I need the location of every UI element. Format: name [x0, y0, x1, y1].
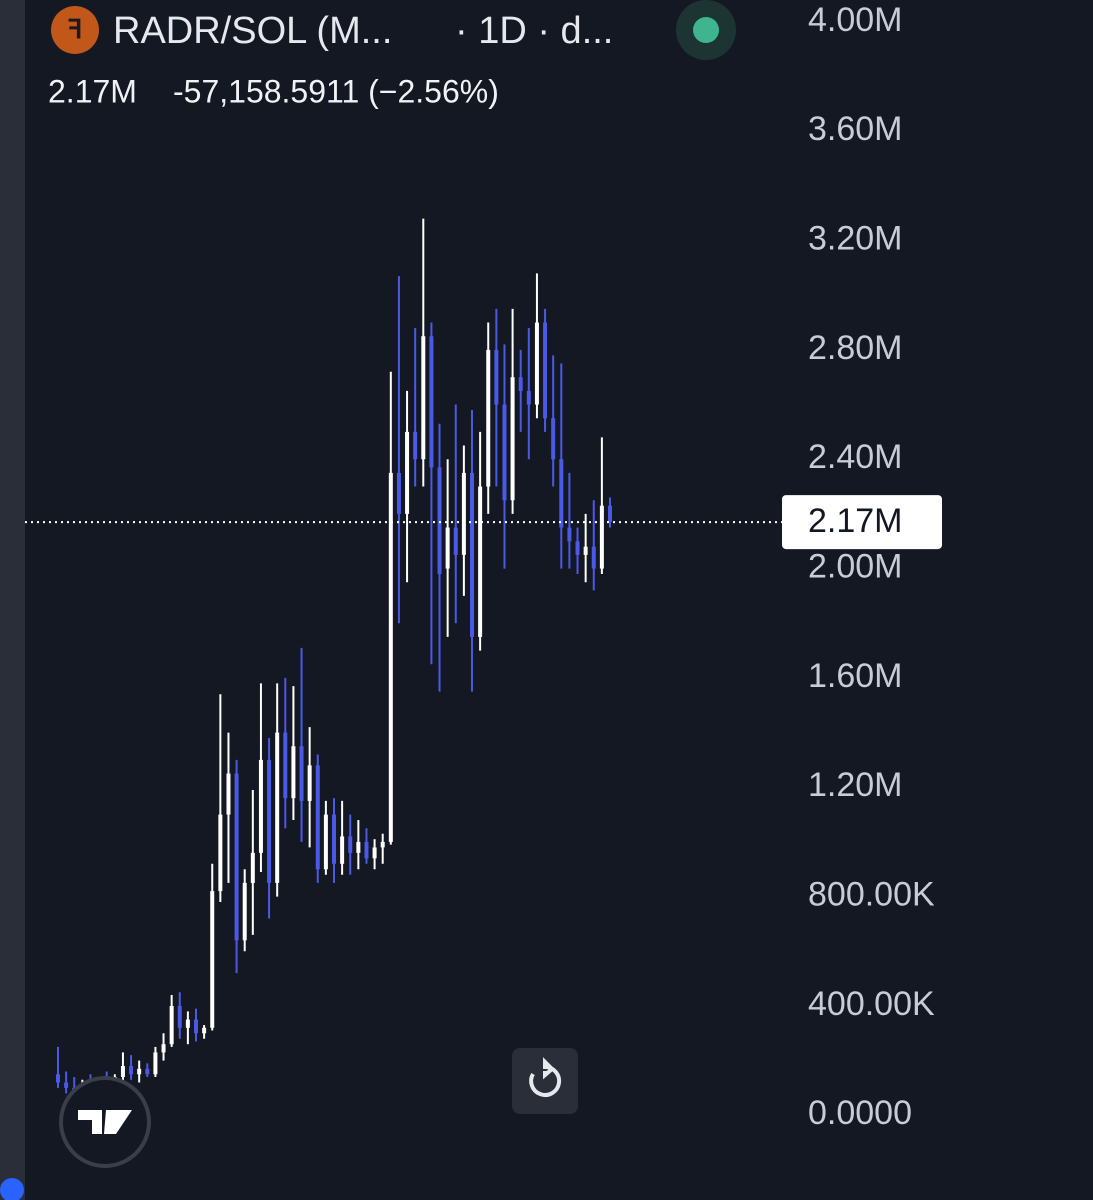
candle-body: [356, 841, 361, 853]
candle-body: [315, 765, 320, 870]
candle-body: [64, 1082, 69, 1088]
candle-body: [145, 1068, 150, 1075]
candle-body: [518, 377, 523, 391]
candle-body: [608, 505, 612, 523]
candle-body: [323, 814, 328, 870]
reset-icon: [529, 1057, 562, 1097]
candle-body: [599, 505, 604, 569]
candle-body: [210, 891, 215, 1028]
y-tick-label: 0.0000: [808, 1094, 912, 1132]
candle-body: [250, 852, 255, 883]
change: -57,158.5911 (−2.56%): [173, 73, 499, 109]
candle-body: [526, 390, 531, 405]
candle-body: [177, 1005, 182, 1028]
last-price-box: [782, 495, 942, 550]
candle-body: [56, 1074, 60, 1083]
y-tick-label: 400.00K: [808, 985, 935, 1023]
token-logo-glyph: ꟻ: [68, 14, 83, 44]
token-logo: [51, 6, 99, 54]
candle-body: [129, 1066, 134, 1075]
reset-button[interactable]: [512, 1048, 578, 1114]
candle-body: [234, 773, 239, 941]
candle-body: [226, 773, 231, 815]
candle-body: [194, 1019, 198, 1034]
y-tick-label: 2.40M: [808, 438, 903, 476]
candle-body: [283, 732, 288, 799]
symbol: RADR/SOL (M...: [113, 10, 392, 52]
candle-body: [429, 336, 434, 468]
candle-body: [332, 814, 336, 864]
candle-body: [421, 336, 426, 460]
candle-body: [445, 527, 450, 569]
y-tick-label: 2.80M: [808, 329, 903, 367]
candle-body: [470, 472, 474, 637]
candle-body: [153, 1052, 158, 1075]
y-tick-label: 3.20M: [808, 220, 903, 258]
candle-body: [591, 546, 596, 569]
candle-body: [137, 1068, 142, 1075]
plot: 0.0000 400.00K 800.00K 1.20M 1.60M 2.00M 2.40M…: [25, 1, 942, 1132]
candle-body: [551, 418, 556, 460]
candle-body: [583, 546, 588, 555]
candle-body: [405, 431, 410, 514]
candle-body: [437, 467, 442, 575]
candle-body: [388, 472, 393, 842]
y-tick-label: 1.60M: [808, 657, 903, 695]
status-dot: [693, 17, 719, 43]
candle-body: [534, 322, 539, 405]
candle-body: [486, 349, 491, 487]
y-tick-label: 2.00M: [808, 548, 903, 586]
y-tick-label: 800.00K: [808, 876, 935, 914]
candle-body: [340, 836, 345, 864]
candle-body: [510, 377, 515, 501]
scroll-indicator: [0, 1178, 24, 1200]
candle-body: [559, 459, 564, 528]
y-tick-label: 1.20M: [808, 766, 903, 804]
candle-body: [461, 472, 466, 555]
candle-body: [372, 847, 377, 859]
candle-body: [120, 1066, 125, 1077]
candle-body: [364, 841, 369, 859]
candle-body: [161, 1044, 166, 1053]
side-strip: [0, 0, 25, 1200]
candle-body: [242, 882, 247, 941]
candle-body: [218, 814, 223, 892]
interval: · 1D · d...: [455, 10, 613, 52]
candle-body: [267, 759, 272, 883]
candle-body: [494, 349, 499, 405]
last-value: 2.17M: [48, 73, 137, 109]
candle-body: [575, 541, 580, 555]
candle-body: [185, 1019, 190, 1028]
candle-body: [348, 836, 353, 853]
candle-body: [502, 404, 507, 501]
candle-body: [567, 527, 572, 542]
tv-logo-mark: [78, 1110, 132, 1134]
candle-body: [258, 759, 263, 853]
candle-body: [453, 527, 458, 555]
last-price-label: 2.17M: [808, 502, 903, 540]
candle-body: [275, 732, 280, 883]
candle-body: [299, 746, 304, 801]
candle-body: [291, 746, 296, 799]
candle-body: [396, 472, 401, 514]
y-tick-label: 4.00M: [808, 1, 903, 39]
candle-body: [543, 322, 548, 419]
candle-body: [380, 841, 385, 848]
candle-body: [202, 1027, 207, 1034]
candle-body: [169, 1005, 174, 1045]
candle-body: [478, 486, 483, 637]
candle-body: [307, 765, 312, 801]
candle-body: [413, 431, 418, 460]
y-tick-label: 3.60M: [808, 110, 903, 148]
